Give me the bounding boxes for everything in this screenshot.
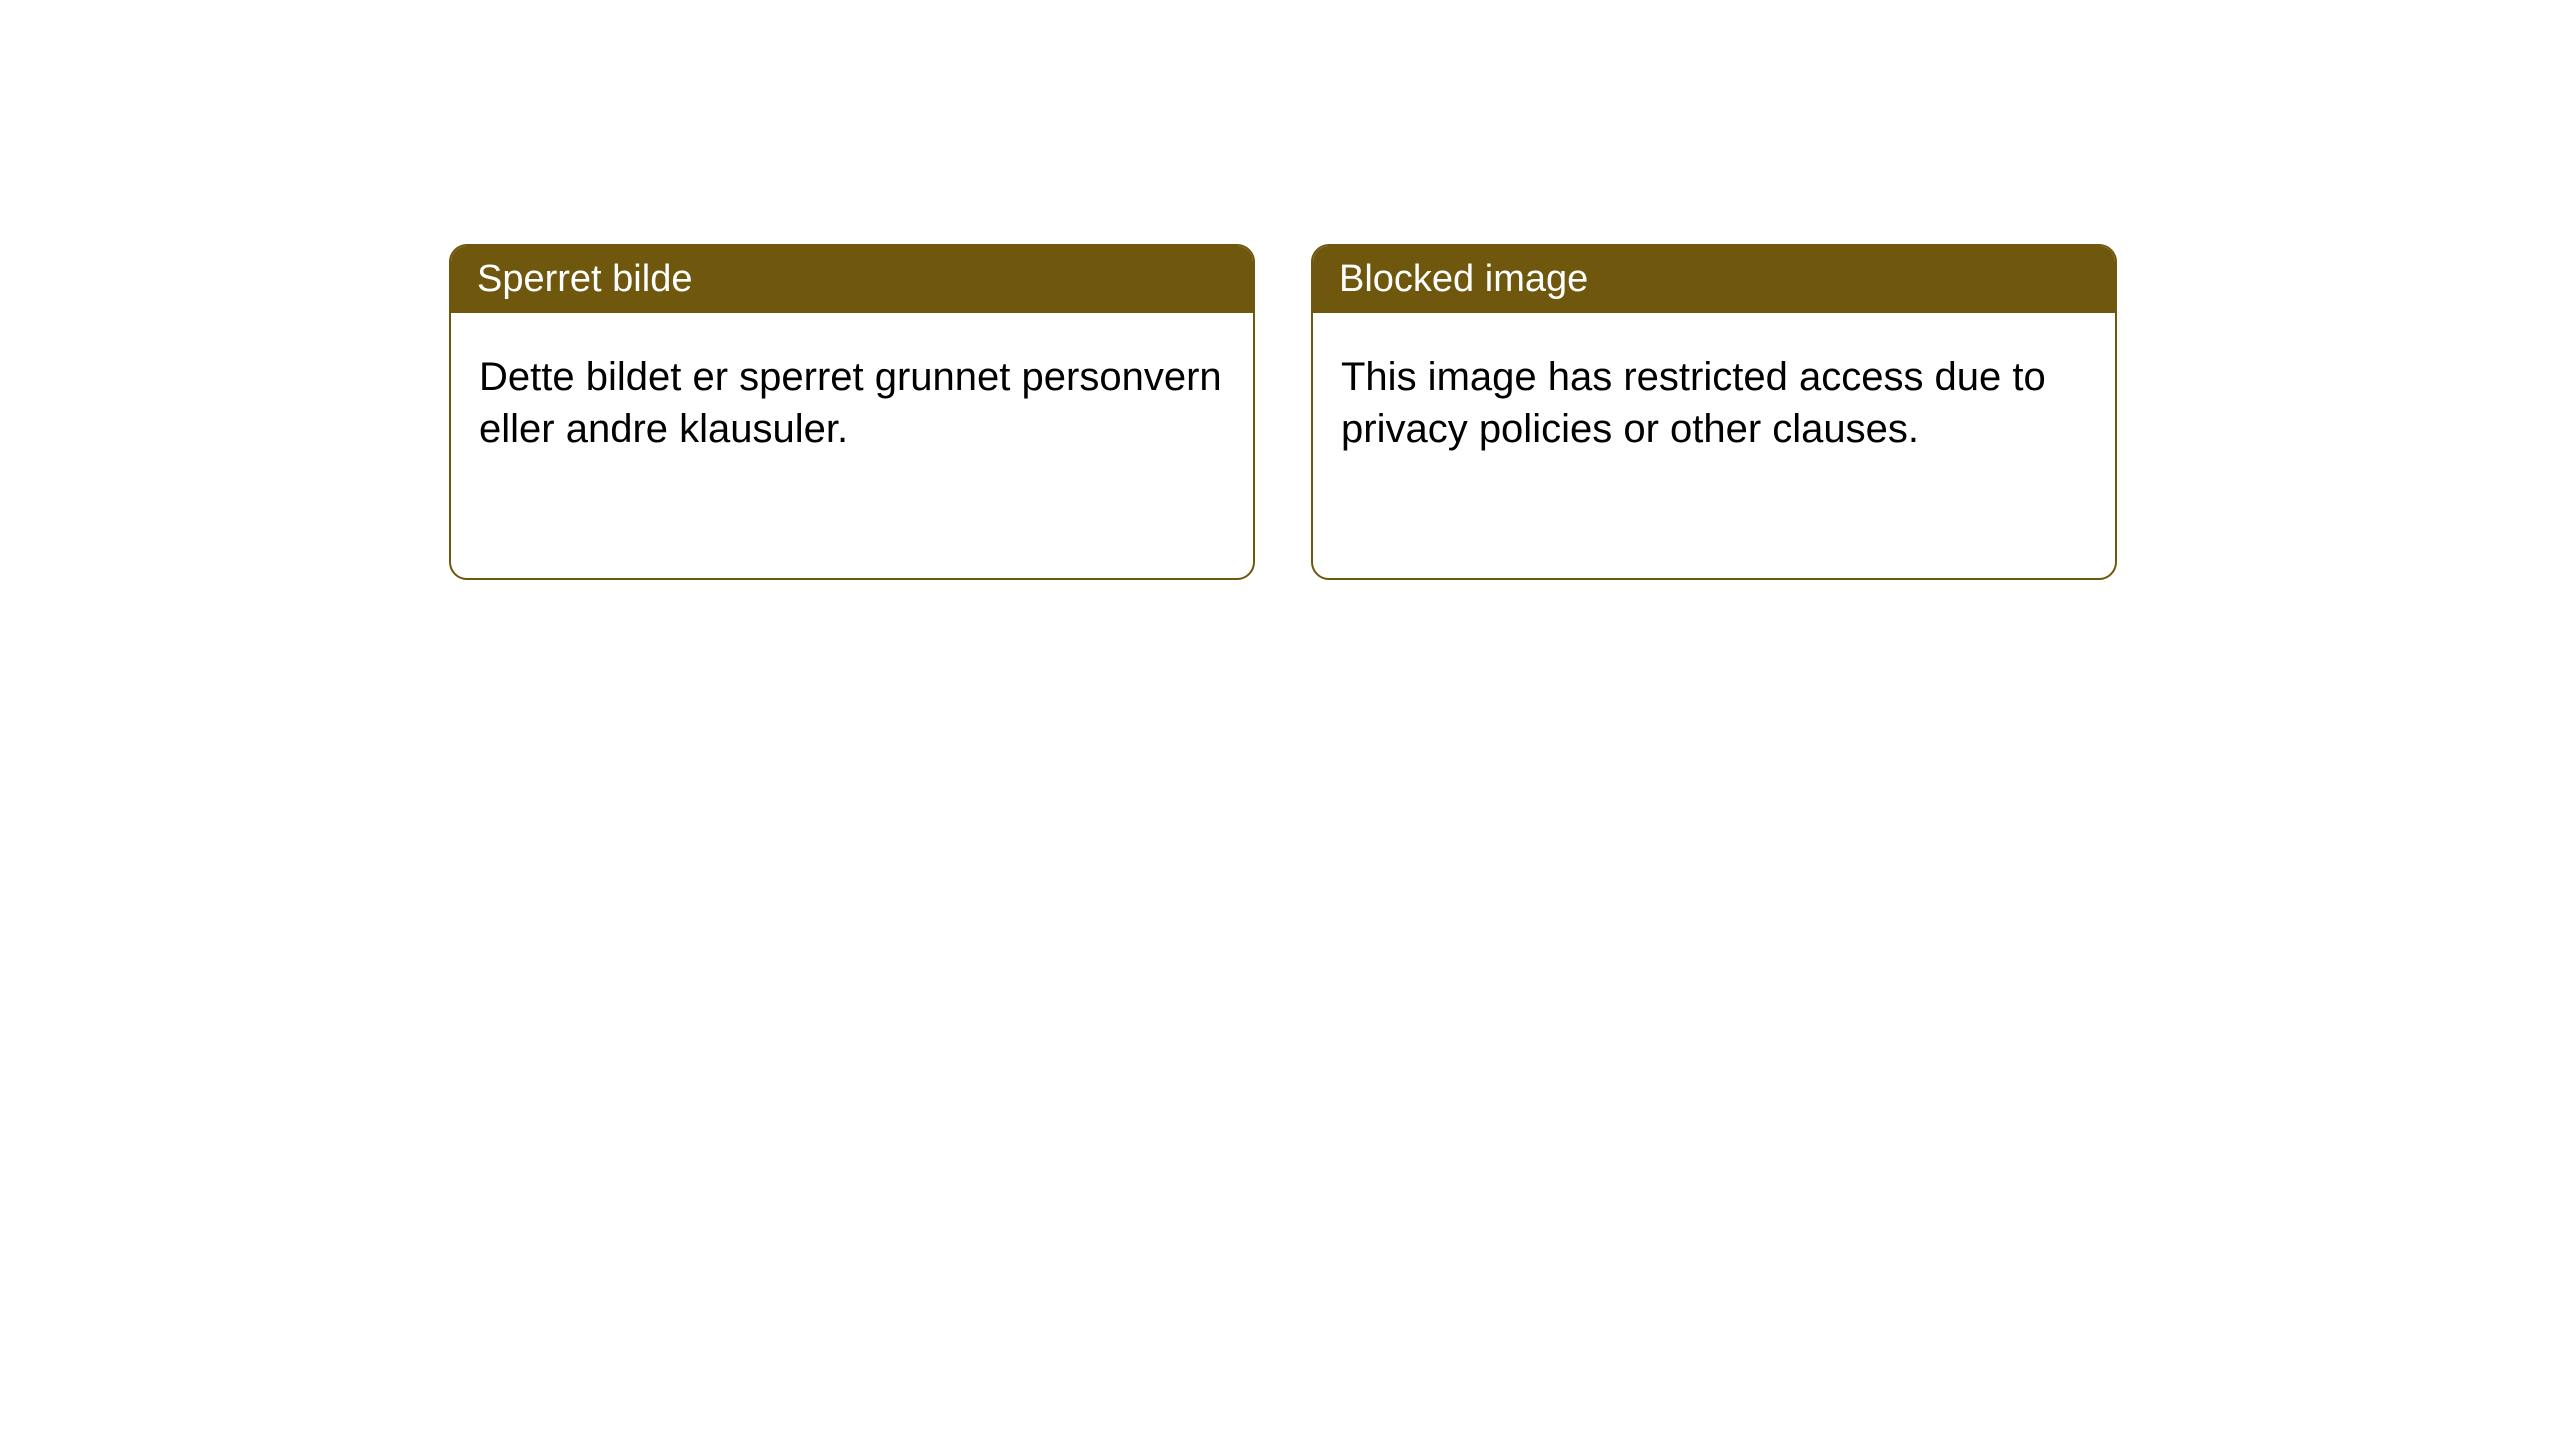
card-title: Sperret bilde (477, 258, 692, 300)
card-title: Blocked image (1339, 258, 1588, 300)
card-body: This image has restricted access due to … (1313, 313, 2115, 493)
card-header: Blocked image (1313, 246, 2115, 313)
card-body-text: Dette bildet er sperret grunnet personve… (479, 355, 1222, 451)
notice-card-norwegian: Sperret bilde Dette bildet er sperret gr… (449, 244, 1255, 580)
card-header: Sperret bilde (451, 246, 1253, 313)
notice-card-container: Sperret bilde Dette bildet er sperret gr… (449, 244, 2117, 580)
card-body: Dette bildet er sperret grunnet personve… (451, 313, 1253, 493)
card-body-text: This image has restricted access due to … (1341, 355, 2046, 451)
notice-card-english: Blocked image This image has restricted … (1311, 244, 2117, 580)
